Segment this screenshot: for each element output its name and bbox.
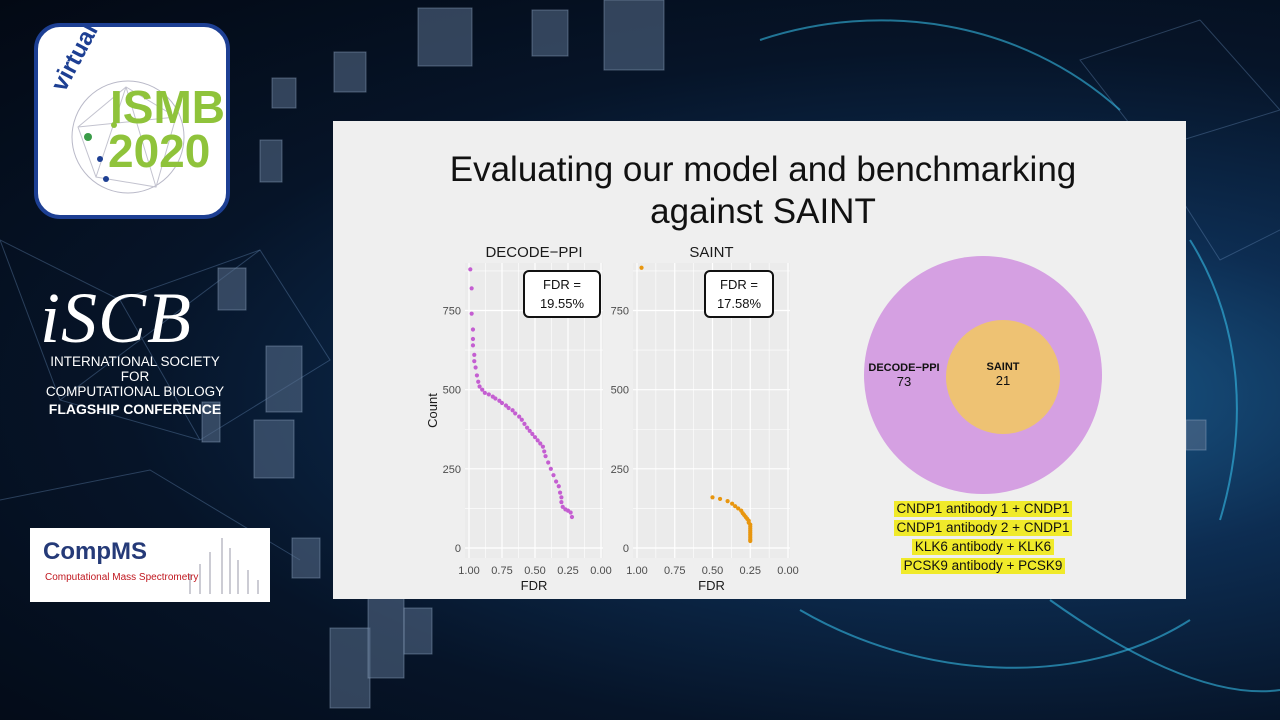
- data-point: [500, 401, 504, 405]
- data-point: [542, 449, 546, 453]
- spectrum-icon: [180, 534, 266, 600]
- fdr-annotation-value: 19.55%: [540, 296, 585, 311]
- x-tick-label: 0.00: [590, 565, 611, 577]
- data-point: [569, 510, 573, 514]
- y-tick-label: 0: [455, 543, 461, 555]
- iscb-line-2: COMPUTATIONAL BIOLOGY: [40, 384, 230, 399]
- data-point: [470, 286, 474, 290]
- protein-pair-label: KLK6 antibody + KLK6: [912, 539, 1054, 555]
- iscb-line-1: INTERNATIONAL SOCIETY FOR: [40, 354, 230, 384]
- x-tick-label: 0.75: [491, 565, 512, 577]
- data-point: [748, 539, 752, 543]
- x-tick-label: 0.25: [557, 565, 578, 577]
- data-point: [557, 484, 561, 488]
- ismb-2020-logo: virtual ISMB 2020: [34, 23, 230, 219]
- protein-pair-label: PCSK9 antibody + PCSK9: [901, 558, 1066, 574]
- y-tick-label: 500: [443, 385, 461, 397]
- data-point: [543, 454, 547, 458]
- protein-pair-list: CNDP1 antibody 1 + CNDP1 CNDP1 antibody …: [893, 501, 1073, 577]
- data-point: [726, 499, 730, 503]
- fdr-annotation-value: 17.58%: [717, 296, 762, 311]
- y-tick-label: 0: [623, 543, 629, 555]
- data-point: [558, 490, 562, 494]
- data-point: [522, 422, 526, 426]
- fdr-annotation-label: FDR =: [720, 277, 758, 292]
- x-tick-label: 0.50: [524, 565, 545, 577]
- data-point: [639, 266, 643, 270]
- venn-count-decode-ppi: 73: [897, 374, 911, 389]
- data-point: [718, 497, 722, 501]
- iscb-wordmark: iSCB: [40, 282, 236, 354]
- data-point: [554, 479, 558, 483]
- data-point: [541, 445, 545, 449]
- data-point: [559, 495, 563, 499]
- y-tick-label: 500: [611, 385, 629, 397]
- data-point: [483, 391, 487, 395]
- chart-title: DECODE−PPI: [485, 244, 582, 261]
- data-point: [507, 406, 511, 410]
- iscb-flagship: FLAGSHIP CONFERENCE: [40, 401, 230, 417]
- data-point: [468, 267, 472, 271]
- x-tick-label: 0.50: [702, 565, 723, 577]
- y-axis-label: Count: [425, 393, 440, 428]
- data-point: [471, 337, 475, 341]
- presentation-slide: Evaluating our model and benchmarking ag…: [333, 121, 1186, 599]
- compms-subtitle: Computational Mass Spectrometry: [45, 572, 198, 583]
- ismb-name: ISMB: [110, 83, 225, 131]
- data-point: [474, 365, 478, 369]
- protein-pair-label: CNDP1 antibody 1 + CNDP1: [894, 501, 1073, 517]
- data-point: [551, 473, 555, 477]
- y-tick-label: 750: [611, 306, 629, 318]
- data-point: [546, 460, 550, 464]
- protein-pair-label: CNDP1 antibody 2 + CNDP1: [894, 520, 1073, 536]
- data-point: [472, 359, 476, 363]
- x-tick-label: 1.00: [458, 565, 479, 577]
- venn-label-saint: SAINT: [987, 361, 1020, 373]
- data-point: [472, 353, 476, 357]
- iscb-logo: iSCB INTERNATIONAL SOCIETY FOR COMPUTATI…: [40, 282, 236, 417]
- x-axis-label: FDR: [521, 578, 548, 593]
- venn-count-saint: 21: [996, 373, 1010, 388]
- data-point: [470, 312, 474, 316]
- y-tick-label: 250: [443, 464, 461, 476]
- data-point: [471, 343, 475, 347]
- data-point: [471, 327, 475, 331]
- x-tick-label: 0.00: [777, 565, 798, 577]
- data-point: [476, 380, 480, 384]
- ismb-year: 2020: [108, 127, 210, 175]
- data-point: [520, 418, 524, 422]
- x-axis-label: FDR: [698, 578, 725, 593]
- data-point: [493, 396, 497, 400]
- x-tick-label: 1.00: [626, 565, 647, 577]
- data-point: [475, 373, 479, 377]
- venn-label-decode-ppi: DECODE−PPI: [868, 362, 939, 374]
- data-point: [513, 411, 517, 415]
- data-point: [570, 515, 574, 519]
- chart-title: SAINT: [689, 244, 733, 261]
- x-tick-label: 0.75: [664, 565, 685, 577]
- y-tick-label: 250: [611, 464, 629, 476]
- y-tick-label: 750: [443, 306, 461, 318]
- data-point: [710, 495, 714, 499]
- data-point: [487, 392, 491, 396]
- compms-logo: CompMS Computational Mass Spectrometry: [30, 528, 270, 602]
- compms-title: CompMS: [43, 538, 147, 566]
- data-point: [559, 500, 563, 504]
- data-point: [549, 467, 553, 471]
- fdr-annotation-label: FDR =: [543, 277, 581, 292]
- x-tick-label: 0.25: [740, 565, 761, 577]
